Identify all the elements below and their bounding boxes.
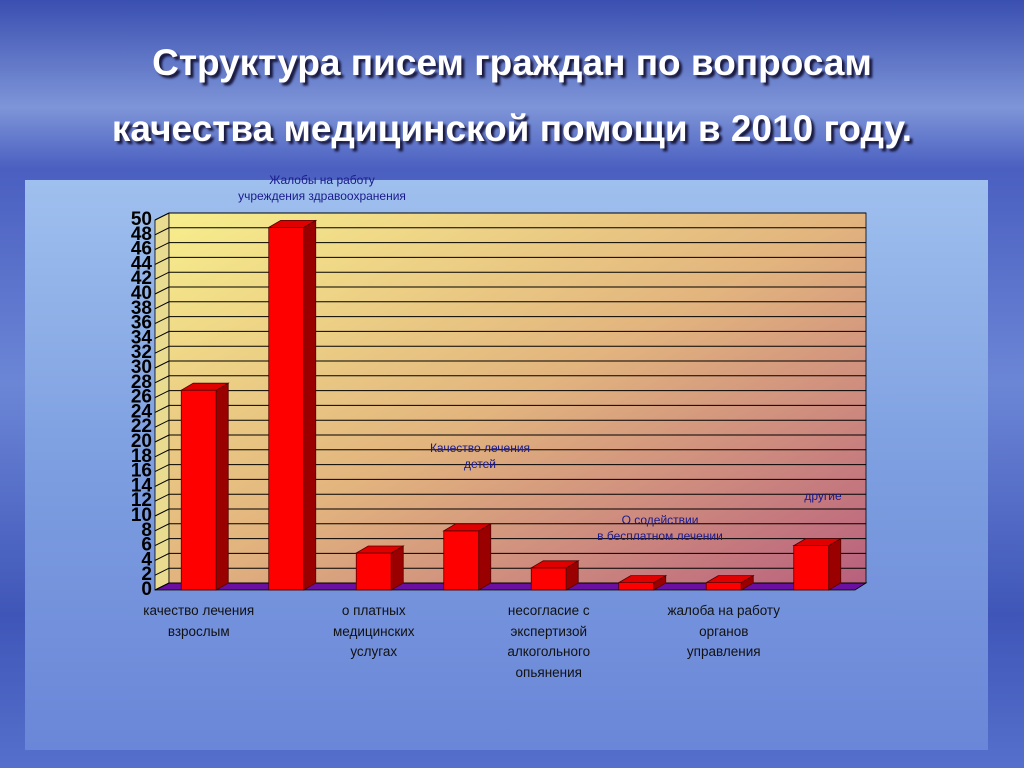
side-wall (154, 212, 170, 591)
grid-line (154, 493, 866, 502)
bar (529, 560, 580, 591)
grid-line (154, 523, 866, 532)
y-tick-label: 4 (141, 549, 152, 570)
bar (442, 523, 493, 591)
bar (792, 537, 843, 591)
grid-line (154, 404, 866, 413)
bar-front (355, 552, 392, 591)
annotation: Жалобы на работу учреждения здравоохране… (238, 173, 406, 203)
grid-line (154, 242, 866, 251)
grid-line (154, 375, 866, 384)
bar-top (529, 560, 580, 569)
grid-line (154, 271, 866, 280)
x-tick-label: качество лечения взрослым (143, 603, 255, 639)
grid-line (154, 538, 866, 547)
y-tick-label: 46 (131, 239, 152, 260)
y-tick-label: 2 (141, 564, 152, 585)
bar-top (442, 523, 493, 532)
bar-top (354, 545, 405, 554)
grid-line (154, 345, 866, 354)
x-tick-label: жалоба на работу органов управления (667, 603, 781, 659)
y-tick-label: 22 (131, 416, 152, 437)
bar-side (828, 537, 842, 591)
y-tick-label: 12 (131, 490, 152, 511)
x-tick-label: несогласие с экспертизой алкогольного оп… (507, 603, 591, 680)
y-tick-label: 40 (131, 283, 152, 304)
bar (354, 545, 405, 591)
bar (704, 574, 755, 591)
bar-front (268, 226, 305, 591)
chart-title: Структура писем граждан по вопросам каче… (111, 42, 913, 149)
y-tick-label: 44 (131, 253, 153, 274)
y-tick-label: 10 (131, 505, 152, 526)
bar-front (443, 530, 480, 591)
bar-top (617, 575, 668, 583)
bar (267, 219, 318, 591)
bar-side (215, 382, 229, 591)
grid-line (154, 419, 866, 428)
bar (617, 574, 668, 591)
bar-front (180, 389, 217, 591)
bar-top (179, 382, 230, 391)
grid-line (154, 286, 866, 295)
x-tick-label: о платных медицинских услугах (332, 603, 415, 659)
bar-side (303, 219, 317, 591)
grid-line (154, 301, 866, 310)
bar-top (792, 538, 843, 546)
grid-line (154, 330, 866, 339)
y-tick-label: 38 (131, 298, 152, 319)
y-tick-label: 8 (141, 520, 152, 541)
y-tick-label: 28 (131, 372, 152, 393)
y-tick-label: 42 (131, 268, 152, 289)
y-tick-label: 0 (141, 579, 152, 600)
grid-line (154, 567, 866, 576)
grid-line (154, 256, 866, 265)
annotation: Качество лечения детей (429, 441, 531, 471)
bar-front (530, 567, 567, 591)
grid-line (154, 508, 866, 517)
bar-top (704, 575, 755, 583)
bar-front (705, 582, 742, 591)
y-tick-label: 16 (131, 461, 152, 482)
y-tick-label: 24 (131, 401, 153, 422)
grid-line (154, 434, 866, 443)
y-tick-label: 14 (131, 475, 153, 496)
grid-line (154, 390, 866, 399)
grid-line (154, 552, 866, 561)
grid-line (154, 316, 866, 325)
grid-line (154, 227, 866, 236)
y-tick-label: 48 (131, 224, 152, 245)
floor (154, 582, 868, 591)
grid-line (154, 464, 866, 473)
bar-side (390, 545, 404, 591)
y-tick-label: 26 (131, 387, 152, 408)
bar-front (793, 545, 830, 591)
y-tick-label: 36 (131, 313, 152, 334)
grid-line (154, 478, 866, 487)
grid-line (154, 212, 866, 221)
y-tick-label: 18 (131, 446, 152, 467)
grid-line (154, 449, 866, 458)
bar-front (618, 582, 655, 591)
y-tick-label: 6 (141, 535, 152, 556)
y-tick-label: 30 (131, 357, 152, 378)
y-tick-label: 50 (131, 209, 152, 230)
annotation: О содействии в бесплатном лечении (597, 513, 723, 543)
grid-line (154, 360, 866, 369)
y-tick-label: 34 (131, 327, 153, 348)
y-tick-label: 32 (131, 342, 152, 363)
bar-top (267, 219, 318, 228)
bar-side (478, 523, 492, 591)
bar (179, 382, 230, 591)
annotation: другие (804, 489, 842, 503)
y-tick-label: 20 (131, 431, 152, 452)
